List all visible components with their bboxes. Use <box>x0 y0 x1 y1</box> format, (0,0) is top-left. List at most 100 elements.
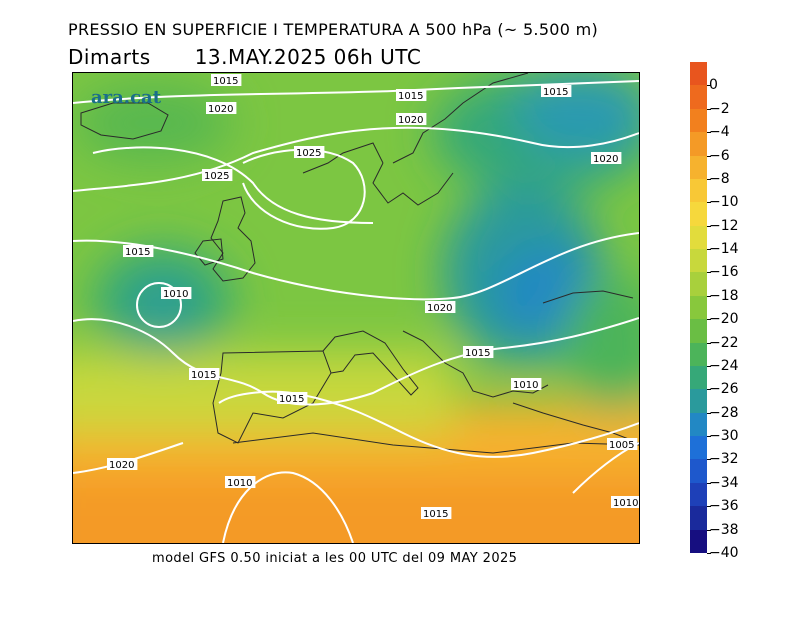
weather-map: 1015 1015 1020 1020 1015 1020 1025 1025 1015 1010… <box>72 72 640 544</box>
svg-text:1020: 1020 <box>593 154 618 165</box>
colorbar-cell <box>690 178 707 203</box>
isobar-label: 1015 <box>463 346 494 359</box>
isobar-label: 1010 <box>225 476 256 489</box>
colorbar-cell <box>690 412 707 437</box>
isobar-label: 1020 <box>206 102 237 115</box>
isobar-label: 1020 <box>396 113 427 126</box>
colorbar-tick <box>707 436 711 438</box>
colorbar-tick <box>707 389 711 391</box>
isobar-label: 1020 <box>591 152 622 165</box>
map-title: PRESSIO EN SUPERFICIE I TEMPERATURA A 50… <box>68 20 599 39</box>
colorbar-label: −2 <box>709 100 730 117</box>
colorbar-label: −16 <box>709 264 739 281</box>
colorbar-tick <box>707 529 711 531</box>
colorbar-tick <box>707 225 711 227</box>
colorbar-tick <box>707 365 711 367</box>
colorbar-label: −30 <box>709 428 739 445</box>
model-footer: model GFS 0.50 iniciat a les 00 UTC del … <box>152 551 518 566</box>
colorbar-label: −26 <box>709 381 739 398</box>
colorbar-cell <box>690 319 707 344</box>
colorbar-cell <box>690 529 707 554</box>
isobar-label: 1015 <box>277 392 308 405</box>
svg-text:1020: 1020 <box>109 460 134 471</box>
svg-text:1010: 1010 <box>163 289 188 300</box>
colorbar-label: 0 <box>709 77 718 94</box>
colorbar-tick <box>707 482 711 484</box>
colorbar-tick <box>707 249 711 251</box>
colorbar-label: −32 <box>709 451 739 468</box>
map-canvas: 1015 1015 1020 1020 1015 1020 1025 1025 1015 1010… <box>73 73 639 543</box>
colorbar-tick <box>707 108 711 110</box>
svg-text:1015: 1015 <box>423 509 448 520</box>
colorbar-tick <box>707 178 711 180</box>
isobar-label: 1025 <box>294 146 325 159</box>
colorbar-cell <box>690 272 707 297</box>
svg-text:1015: 1015 <box>465 348 490 359</box>
colorbar-label: −36 <box>709 498 739 515</box>
colorbar-label: −4 <box>709 124 730 141</box>
colorbar-tick <box>707 85 711 87</box>
colorbar-cell <box>690 249 707 273</box>
colorbar-cell <box>690 365 707 390</box>
isobar-label: 1010 <box>161 287 192 300</box>
svg-text:1020: 1020 <box>208 104 233 115</box>
colorbar-strip <box>690 62 707 554</box>
svg-text:1015: 1015 <box>213 76 238 87</box>
colorbar-tick <box>707 342 711 344</box>
svg-text:1010: 1010 <box>613 498 638 509</box>
colorbar-label: −24 <box>709 357 739 374</box>
svg-text:1020: 1020 <box>427 303 452 314</box>
colorbar-tick <box>707 295 711 297</box>
isobar-label: 1025 <box>202 169 233 182</box>
isobar-label: 1015 <box>189 368 220 381</box>
svg-text:1005: 1005 <box>609 440 634 451</box>
colorbar-label: −6 <box>709 147 730 164</box>
colorbar-cell <box>690 389 707 414</box>
svg-text:1015: 1015 <box>398 91 423 102</box>
colorbar-cell <box>690 506 707 531</box>
isobar-label: 1020 <box>425 301 456 314</box>
colorbar-tick <box>707 319 711 321</box>
colorbar-cell <box>690 482 707 507</box>
colorbar-tick <box>707 459 711 461</box>
svg-text:1015: 1015 <box>279 394 304 405</box>
temperature-field <box>73 73 639 543</box>
colorbar-label: −8 <box>709 170 730 187</box>
colorbar-label: −40 <box>709 545 739 561</box>
forecast-datetime: 13.MAY.2025 06h UTC <box>194 45 422 69</box>
colorbar-tick <box>707 155 711 157</box>
forecast-day: Dimarts <box>68 45 151 69</box>
svg-text:1025: 1025 <box>296 148 321 159</box>
map-subtitle: Dimarts 13.MAY.2025 06h UTC <box>68 45 421 69</box>
isobar-label: 1005 <box>607 438 638 451</box>
isobar-label: 1020 <box>107 458 138 471</box>
svg-text:1020: 1020 <box>398 115 423 126</box>
colorbar-label: −10 <box>709 194 739 211</box>
colorbar-label: −18 <box>709 287 739 304</box>
colorbar-cell <box>690 155 707 180</box>
isobar-label: 1010 <box>511 378 542 391</box>
colorbar-tick <box>707 412 711 414</box>
logo: ara.cat <box>91 87 162 108</box>
isobars <box>73 80 639 543</box>
colorbar-cell <box>690 342 707 367</box>
colorbar-cell <box>690 459 707 484</box>
colorbar-cell <box>690 85 707 110</box>
svg-text:1015: 1015 <box>125 247 150 258</box>
colorbar-label: −14 <box>709 241 739 258</box>
isobar-label: 1015 <box>421 507 452 520</box>
isobar-label: 1015 <box>541 85 572 98</box>
colorbar-cell <box>690 62 707 86</box>
colorbar-label: −20 <box>709 311 739 328</box>
colorbar-cell <box>690 436 707 460</box>
colorbar-label: −12 <box>709 217 739 234</box>
colorbar-tick <box>707 132 711 134</box>
colorbar-label: −22 <box>709 334 739 351</box>
isobar-label: 1015 <box>123 245 154 258</box>
colorbar-cell <box>690 202 707 227</box>
svg-text:1015: 1015 <box>543 87 568 98</box>
colorbar-cell <box>690 295 707 320</box>
colorbar-label: −34 <box>709 474 739 491</box>
isobar-labels: 1015 1015 1020 1020 1015 1020 1025 1025 1015 1010… <box>107 74 639 520</box>
colorbar-cell <box>690 132 707 157</box>
